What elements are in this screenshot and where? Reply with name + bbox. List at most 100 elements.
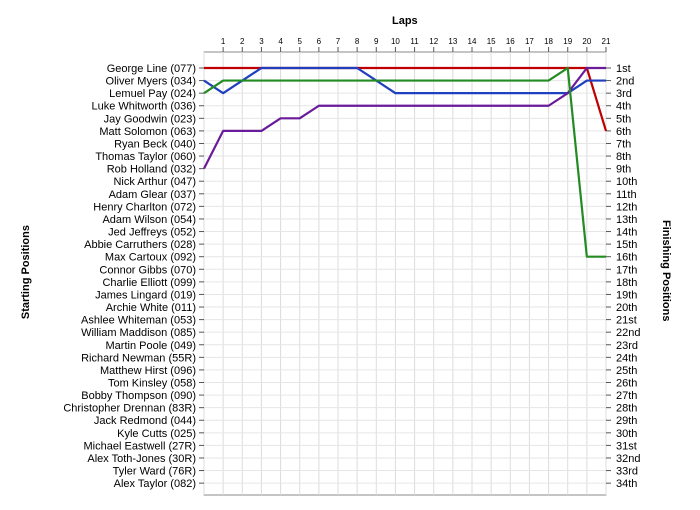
finishing-position-label: 16th — [616, 252, 637, 264]
finishing-position-label: 21st — [616, 315, 637, 327]
starting-position-label: Adam Glear (037) — [109, 189, 196, 201]
finishing-position-label: 30th — [616, 428, 637, 440]
x-tick-label: 17 — [525, 37, 534, 46]
starting-position-label: Oliver Myers (034) — [106, 76, 196, 88]
grid — [203, 52, 607, 495]
starting-position-label: Jay Goodwin (023) — [104, 113, 196, 125]
x-tick-label: 7 — [336, 37, 341, 46]
x-tick-label: 1 — [221, 37, 226, 46]
x-tick-label: 4 — [278, 37, 283, 46]
finishing-position-label: 6th — [616, 126, 631, 138]
series-line-3 — [203, 66, 606, 170]
finishing-position-label: 8th — [616, 151, 631, 163]
starting-position-label: Bobby Thompson (090) — [81, 390, 196, 402]
finishing-position-label: 5th — [616, 113, 631, 125]
x-tick-label: 6 — [317, 37, 322, 46]
x-tick-label: 3 — [259, 37, 264, 46]
finishing-position-label: 28th — [616, 403, 637, 415]
finishing-position-labels: 1st2nd3rd4th5th6th7th8th9th10th11th12th1… — [606, 63, 640, 490]
finishing-position-label: 19th — [616, 289, 637, 301]
finishing-position-label: 11th — [616, 189, 637, 201]
finishing-position-label: 4th — [616, 101, 631, 113]
starting-position-label: Adam Wilson (054) — [102, 214, 196, 226]
starting-position-label: James Lingard (019) — [95, 289, 196, 301]
starting-position-label: Tyler Ward (76R) — [113, 466, 196, 478]
finishing-position-label: 1st — [616, 63, 631, 75]
starting-position-label: Kyle Cutts (025) — [117, 428, 196, 440]
x-tick-label: 5 — [297, 37, 302, 46]
finishing-position-label: 24th — [616, 352, 637, 364]
starting-position-label: Nick Arthur (047) — [113, 176, 196, 188]
series-line-4 — [203, 66, 606, 258]
starting-position-label: George Line (077) — [107, 63, 196, 75]
starting-position-label: Ashlee Whiteman (053) — [81, 315, 196, 327]
finishing-position-label: 20th — [616, 302, 637, 314]
starting-position-label: Christopher Drennan (83R) — [63, 403, 196, 415]
series-line-2 — [203, 66, 606, 95]
finishing-position-label: 26th — [616, 378, 637, 390]
starting-position-label: Matt Solomon (063) — [99, 126, 196, 138]
finishing-position-label: 23rd — [616, 340, 638, 352]
finishing-position-label: 29th — [616, 415, 637, 427]
x-tick-label: 8 — [355, 37, 360, 46]
finishing-position-label: 10th — [616, 176, 637, 188]
x-tick-label: 13 — [448, 37, 457, 46]
starting-position-label: Lemuel Pay (024) — [109, 88, 196, 100]
x-tick-label: 19 — [563, 37, 572, 46]
finishing-position-label: 25th — [616, 365, 637, 377]
finishing-position-label: 27th — [616, 390, 637, 402]
starting-position-label: Thomas Taylor (060) — [95, 151, 196, 163]
x-tick-label: 20 — [582, 37, 591, 46]
y-axis-title-left: Starting Positions — [20, 225, 32, 320]
x-tick-label: 16 — [506, 37, 515, 46]
finishing-position-label: 2nd — [616, 76, 634, 88]
x-tick-label: 18 — [544, 37, 553, 46]
starting-position-label: Connor Gibbs (070) — [99, 264, 196, 276]
finishing-position-label: 12th — [616, 201, 637, 213]
starting-position-label: Archie White (011) — [106, 302, 196, 314]
finishing-position-label: 32nd — [616, 453, 640, 465]
y-axis-title-right: Finishing Positions — [660, 220, 672, 322]
finishing-position-label: 15th — [616, 239, 637, 251]
x-axis-title: Laps — [392, 15, 418, 27]
x-tick-label: 11 — [410, 37, 419, 46]
starting-position-label: Ryan Beck (040) — [114, 138, 196, 150]
starting-position-label: Charlie Elliott (099) — [102, 277, 196, 289]
x-tick-labels: 1 2 3 4 5 6 7 8 9 10 11 12 13 14 15 16 17 18 19 20 21 — [221, 37, 611, 52]
finishing-position-label: 13th — [616, 214, 637, 226]
starting-position-label: Max Cartoux (092) — [105, 252, 196, 264]
x-tick-label: 14 — [468, 37, 477, 46]
starting-position-label: Michael Eastwell (27R) — [84, 440, 196, 452]
finishing-position-label: 7th — [616, 138, 631, 150]
starting-position-label: Jed Jeffreys (052) — [108, 227, 196, 239]
starting-position-label: Matthew Hirst (096) — [100, 365, 196, 377]
finishing-position-label: 9th — [616, 164, 631, 176]
finishing-position-label: 31st — [616, 440, 637, 452]
starting-position-label: Martin Poole (049) — [106, 340, 197, 352]
starting-position-label: Henry Charlton (072) — [93, 201, 196, 213]
starting-position-label: Abbie Carruthers (028) — [84, 239, 196, 251]
starting-position-label: Alex Toth-Jones (30R) — [87, 453, 196, 465]
starting-position-label: Richard Newman (55R) — [81, 352, 196, 364]
x-tick-label: 9 — [374, 37, 379, 46]
finishing-position-label: 22nd — [616, 327, 640, 339]
starting-position-label: Jack Redmond (044) — [94, 415, 196, 427]
starting-position-labels: George Line (077)Oliver Myers (034)Lemue… — [63, 63, 204, 490]
finishing-position-label: 3rd — [616, 88, 632, 100]
x-tick-label: 10 — [391, 37, 400, 46]
x-tick-label: 12 — [429, 37, 438, 46]
starting-position-label: Luke Whitworth (036) — [91, 101, 196, 113]
x-tick-label: 2 — [240, 37, 245, 46]
finishing-position-label: 17th — [616, 264, 637, 276]
x-tick-label: 21 — [602, 37, 611, 46]
finishing-position-label: 14th — [616, 227, 637, 239]
finishing-position-label: 18th — [616, 277, 637, 289]
starting-position-label: Alex Taylor (082) — [114, 478, 196, 490]
x-tick-label: 15 — [487, 37, 496, 46]
series-lines — [203, 66, 608, 258]
finishing-position-label: 34th — [616, 478, 637, 490]
finishing-position-label: 33rd — [616, 466, 638, 478]
starting-position-label: Rob Holland (032) — [107, 164, 196, 176]
starting-position-label: Tom Kinsley (058) — [108, 378, 196, 390]
